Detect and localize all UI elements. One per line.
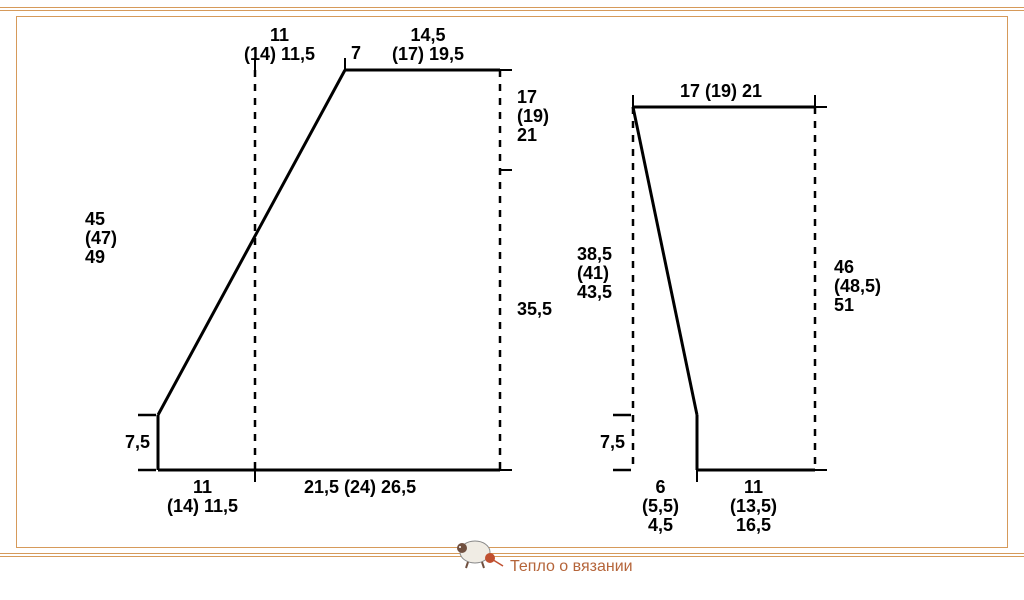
body-top-left-label: 11 (14) 11,5 [244,26,315,64]
sleeve-top-label: 17 (19) 21 [680,82,762,101]
body-right-upper-label: 17 (19) 21 [517,88,549,145]
sleeve-right-side-label: 46 (48,5) 51 [834,258,881,315]
logo-text: Тепло о вязании [510,558,633,576]
sleeve-left-side-label: 38,5 (41) 43,5 [577,245,612,302]
body-piece [138,58,512,482]
body-right-lower-label: 35,5 [517,300,552,319]
logo-icon [457,541,503,568]
body-top-mid-label: 7 [351,44,361,63]
sleeve-bottom-left-label: 6 (5,5) 4,5 [642,478,679,535]
body-left-side-label: 45 (47) 49 [85,210,117,267]
sleeve-piece [613,95,827,482]
body-bottom-left-label: 11 (14) 11,5 [167,478,238,516]
body-bottom-mark-label: 7,5 [125,433,150,452]
sleeve-bottom-mark-label: 7,5 [600,433,625,452]
body-top-right-label: 14,5 (17) 19,5 [392,26,464,64]
sleeve-bottom-right-label: 11 (13,5) 16,5 [730,478,777,535]
body-bottom-right-label: 21,5 (24) 26,5 [304,478,416,497]
